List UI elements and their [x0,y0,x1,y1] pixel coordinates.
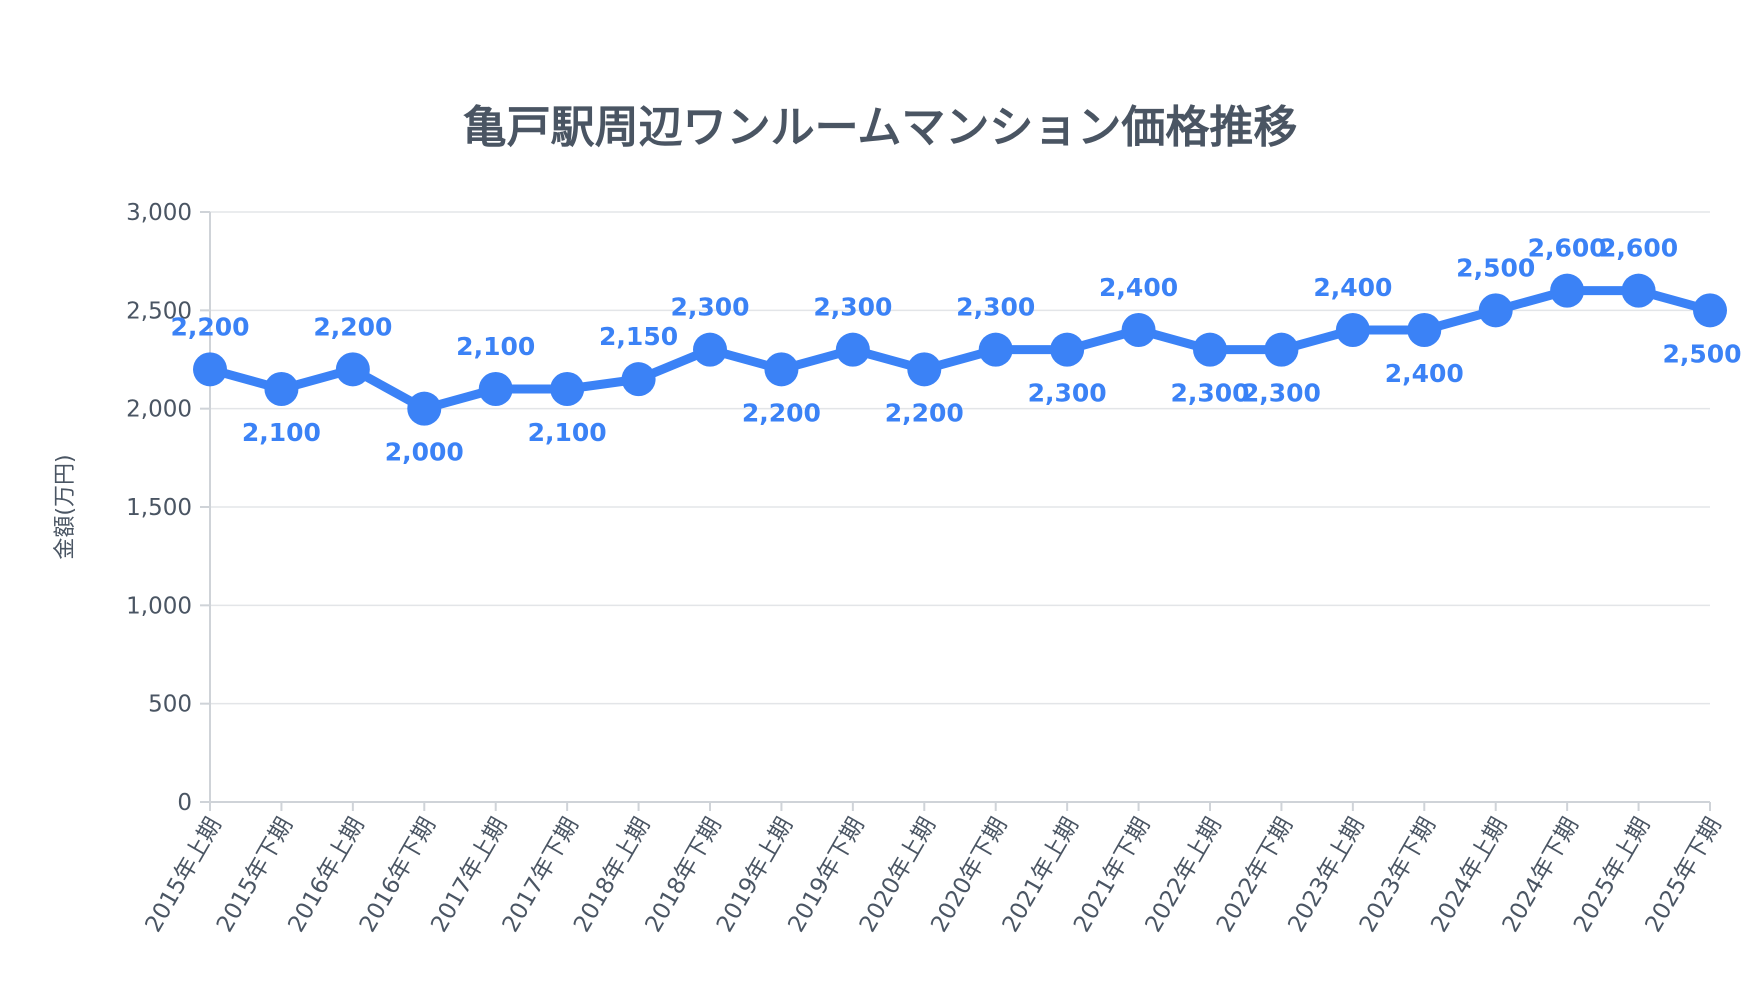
x-tick-label: 2021年下期 [1069,813,1155,936]
data-label: 2,600 [1528,234,1607,263]
data-label: 2,300 [670,293,749,322]
x-tick-label: 2022年下期 [1212,813,1298,936]
data-point [764,352,799,387]
y-axis-ticks: 0 500 1,000 1,500 2,000 2,500 3,000 [126,200,210,816]
data-point [835,332,870,367]
data-point [335,352,370,387]
y-tick-label: 1,500 [126,495,192,521]
x-tick-label: 2020年上期 [855,813,941,936]
x-tick-label: 2020年下期 [926,813,1012,936]
x-tick-label: 2025年上期 [1569,813,1655,936]
data-label: 2,400 [1385,359,1464,388]
y-axis-label: 金額(万円) [53,454,78,559]
data-point [193,352,227,387]
y-tick-label: 3,000 [126,200,192,226]
data-point [1621,273,1656,308]
data-label: 2,600 [1599,234,1678,263]
data-label: 2,500 [1662,339,1741,368]
x-tick-label: 2021年上期 [998,813,1084,936]
data-point [693,332,727,367]
y-tick-label: 0 [177,790,192,816]
data-label: 2,300 [1242,379,1321,408]
data-label: 2,100 [528,418,607,447]
x-tick-label: 2018年上期 [569,813,655,936]
series-price [193,273,1727,426]
y-tick-label: 2,500 [126,298,192,324]
data-point [1121,313,1156,347]
series-line [205,286,1715,414]
data-label: 2,200 [885,398,964,427]
data-label: 2,300 [1028,379,1107,408]
x-tick-label: 2015年下期 [212,813,298,936]
x-tick-label: 2016年下期 [355,813,441,936]
data-point [1264,332,1299,367]
data-label: 2,000 [385,438,464,467]
x-tick-label: 2019年下期 [783,813,869,936]
data-point [1335,313,1370,347]
data-point [1550,273,1585,308]
data-point [550,372,585,406]
data-point [1407,313,1442,347]
y-tick-label: 500 [148,692,192,718]
data-label: 2,200 [313,312,392,341]
data-point [1193,332,1227,367]
data-label: 2,100 [456,332,535,361]
x-tick-label: 2024年下期 [1498,813,1584,936]
x-tick-label: 2017年下期 [498,813,584,936]
data-point [264,372,299,406]
data-label: 2,300 [813,293,892,322]
data-point [1478,293,1513,328]
data-point [478,372,513,406]
data-label: 2,300 [956,293,1035,322]
x-tick-label: 2017年上期 [426,813,512,936]
data-label: 2,200 [170,312,249,341]
data-point [1693,293,1727,328]
x-tick-label: 2023年下期 [1355,813,1441,936]
data-label: 2,400 [1099,273,1178,302]
data-point [1050,332,1085,367]
y-tick-label: 2,000 [126,397,192,423]
x-tick-label: 2023年上期 [1283,813,1369,936]
data-point [407,391,442,426]
y-tick-label: 1,000 [126,593,192,619]
data-label: 2,300 [1170,379,1249,408]
data-label: 2,100 [242,418,321,447]
data-label: 2,500 [1456,253,1535,282]
x-tick-label: 2018年下期 [641,813,727,936]
chart-title: 亀戸駅周辺ワンルームマンション価格推移 [463,102,1298,153]
x-tick-label: 2015年上期 [141,813,227,936]
data-point [978,332,1013,367]
x-axis-ticks: 2015年上期2015年下期2016年上期2016年下期2017年上期2017年… [141,802,1727,937]
x-tick-label: 2024年上期 [1426,813,1512,936]
x-tick-label: 2016年上期 [283,813,369,936]
x-tick-label: 2019年上期 [712,813,798,936]
data-point [907,352,942,387]
gridlines [210,211,1710,705]
data-label: 2,150 [599,322,678,351]
data-label: 2,400 [1313,273,1392,302]
x-tick-label: 2025年下期 [1641,813,1727,936]
data-point [621,362,656,397]
x-tick-label: 2022年上期 [1141,813,1227,936]
data-labels: 2,2002,1002,2002,0002,1002,1002,1502,300… [170,234,1741,467]
data-label: 2,200 [742,398,821,427]
